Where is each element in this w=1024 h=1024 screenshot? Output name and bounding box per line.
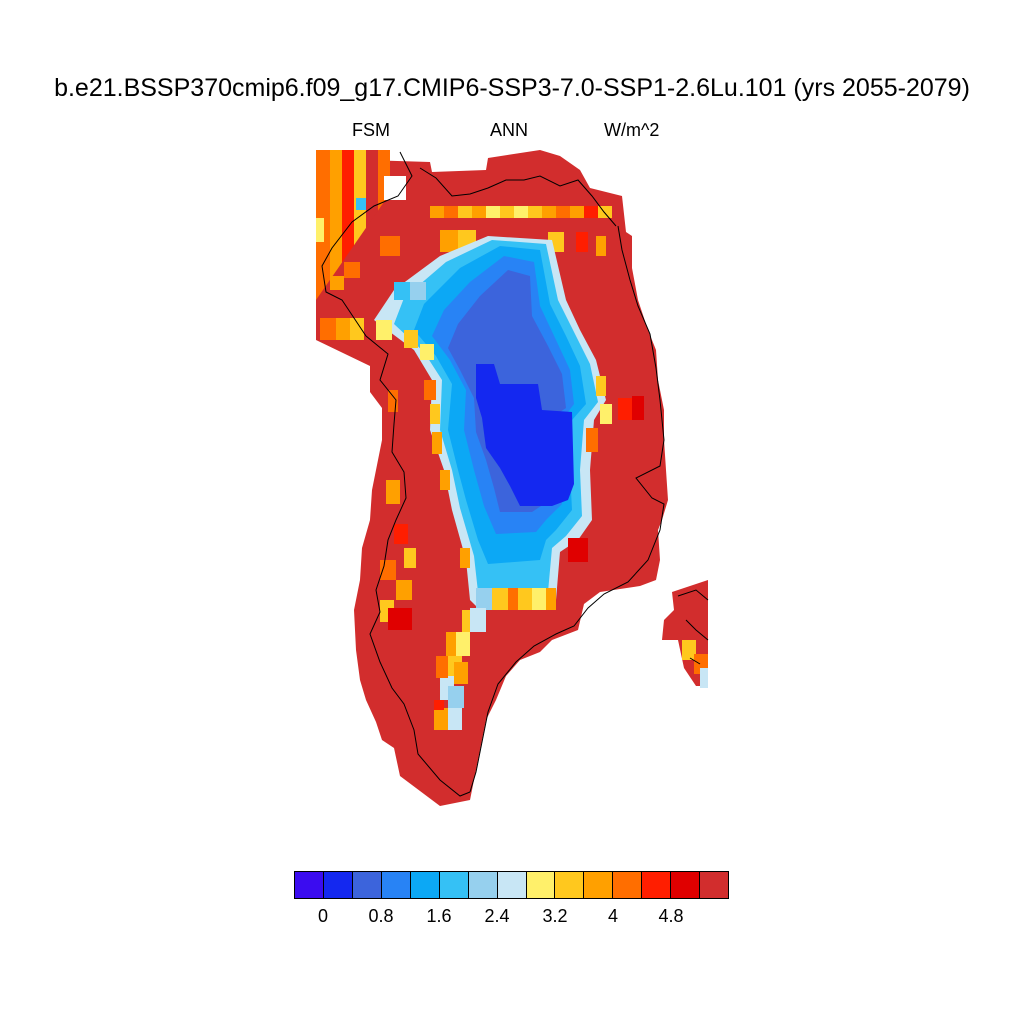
colorbar-swatch — [410, 872, 440, 898]
colorbar-swatch — [613, 872, 643, 898]
colorbar-tick-label: 0 — [317, 906, 329, 926]
colorbar-swatch — [468, 872, 498, 898]
north-coastline — [419, 167, 617, 227]
colorbar — [294, 871, 729, 899]
iceland-coastline — [677, 589, 709, 665]
colorbar-swatch — [642, 872, 672, 898]
east-yellow-cell — [682, 640, 696, 660]
colorbar-tick-label: 0.8 — [368, 906, 394, 926]
colorbar-tick-label: 3.2 — [542, 906, 568, 926]
season-label: ANN — [490, 120, 529, 140]
colorbar-swatch — [439, 872, 469, 898]
colorbar-swatch — [671, 872, 701, 898]
colorbar-tick-label: 4 — [607, 906, 619, 926]
units-label: W/m^2 — [604, 120, 660, 140]
west-coastline — [321, 151, 471, 797]
ice-sheet-field — [374, 236, 606, 610]
colorbar-tick-label: 1.6 — [426, 906, 452, 926]
colorbar-swatch — [381, 872, 411, 898]
north-coast-band — [320, 206, 612, 340]
nw-yellow-cell — [316, 218, 324, 242]
colorbar-swatch — [295, 872, 324, 898]
nw-blue-cell — [356, 198, 366, 210]
variable-label: FSM — [352, 120, 390, 140]
colorbar-swatch — [700, 872, 729, 898]
colorbar-swatch — [526, 872, 556, 898]
ice-edge-cells — [376, 282, 644, 630]
colorbar-swatch — [584, 872, 614, 898]
east-pale-cell — [700, 668, 708, 688]
nw-gap — [384, 176, 406, 200]
plot-title: b.e21.BSSP370cmip6.f09_g17.CMIP6-SSP3-7.… — [54, 74, 970, 102]
colorbar-tick-label: 4.8 — [658, 906, 684, 926]
colorbar-swatch — [352, 872, 382, 898]
colorbar-tick-label: 2.4 — [484, 906, 510, 926]
south-tongue — [434, 588, 556, 730]
core-blue-zone — [476, 364, 574, 506]
colorbar-swatch — [555, 872, 585, 898]
colorbar-swatch — [323, 872, 353, 898]
colorbar-swatch — [497, 872, 527, 898]
coastlines — [321, 151, 709, 797]
east-coastline — [469, 225, 665, 793]
